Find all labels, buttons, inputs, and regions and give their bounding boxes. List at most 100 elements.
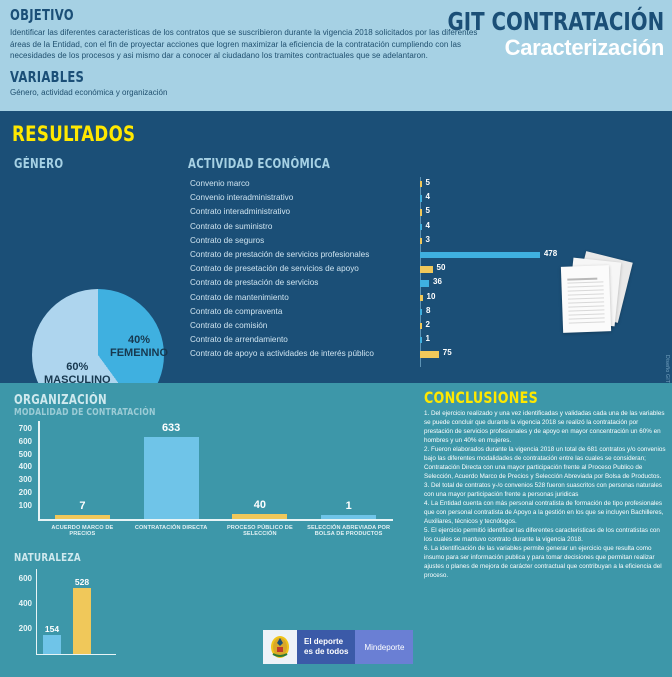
naturaleza-x-axis xyxy=(36,654,116,655)
actividad-bar-row: 4 xyxy=(420,220,596,234)
actividad-bar-row: 75 xyxy=(420,347,596,361)
actividad-bar-value: 1 xyxy=(426,334,430,343)
gov-slogan: El deportees de todos xyxy=(297,630,355,664)
organizacion-ytick: 300 xyxy=(10,475,32,484)
actividad-bar-row: 5 xyxy=(420,177,596,191)
organizacion-ytick: 200 xyxy=(10,488,32,497)
header-left-text: OBJETIVO Identificar las diferentes cara… xyxy=(10,6,480,97)
document-text-line xyxy=(568,289,604,291)
colombia-coat-of-arms-icon xyxy=(263,630,297,664)
actividad-category-label: Convenio marco xyxy=(190,177,420,191)
document-text-line xyxy=(568,285,604,287)
infographic-page: OBJETIVO Identificar las diferentes cara… xyxy=(0,0,672,677)
actividad-bar-value: 3 xyxy=(426,235,430,244)
actividad-bar-value: 10 xyxy=(427,292,436,301)
actividad-bar-value: 4 xyxy=(426,221,430,230)
actividad-bar xyxy=(420,266,433,272)
ministry-label: Mindeporte xyxy=(355,630,413,664)
brand-subtitle: Caracterización xyxy=(418,35,664,60)
organizacion-category-label: CONTRATACIÓN DIRECTA xyxy=(127,525,216,531)
actividad-bar xyxy=(420,295,423,301)
variables-title: VARIABLES xyxy=(10,68,414,86)
document-text-line xyxy=(569,313,605,315)
document-sheet xyxy=(561,265,611,333)
organizacion-bar xyxy=(232,514,287,519)
actividad-bar-row: 4 xyxy=(420,191,596,205)
organizacion-y-axis xyxy=(38,421,40,519)
organizacion-bar-chart: 1002003004005006007007ACUERDO MARCO DE P… xyxy=(10,421,410,531)
actividad-bar xyxy=(420,309,422,315)
organizacion-ytick: 600 xyxy=(10,437,32,446)
conclusion-item: 1. Del ejercicio realizado y una vez ide… xyxy=(424,409,666,445)
actividad-category-label: Contrato de mantenimiento xyxy=(190,291,420,305)
actividad-category-label: Contrato de apoyo a actividades de inter… xyxy=(190,347,420,361)
brand-block: GIT CONTRATACIÓN Caracterización xyxy=(418,8,664,60)
document-text-line xyxy=(568,297,604,299)
documents-illustration xyxy=(560,254,640,346)
organizacion-subtitle: MODALIDAD DE CONTRATACIÓN xyxy=(14,407,156,418)
resultados-title: RESULTADOS xyxy=(12,122,135,146)
brand-title: GIT CONTRATACIÓN xyxy=(447,8,664,35)
actividad-bar xyxy=(420,209,422,215)
conclusion-item: 5. El ejercicio permitió identificar las… xyxy=(424,526,666,544)
organizacion-category-label: PROCESO PÚBLICO DE SELECCIÓN xyxy=(216,525,305,537)
genero-title: GÉNERO xyxy=(14,157,63,172)
document-text-line xyxy=(568,309,604,311)
document-text-line xyxy=(568,293,604,295)
organizacion-bar xyxy=(55,515,110,519)
naturaleza-bar-value: 154 xyxy=(32,624,72,634)
conclusion-item: 6. La identificación de las variables pe… xyxy=(424,544,666,580)
naturaleza-bar-chart: 200 400 600 154 528 xyxy=(10,569,130,661)
naturaleza-bar xyxy=(43,635,61,654)
organizacion-ytick: 400 xyxy=(10,462,32,471)
actividad-category-label: Convenio interadministrativo xyxy=(190,191,420,205)
actividad-bar xyxy=(420,195,422,201)
organizacion-bar xyxy=(321,515,376,519)
footer-logo: El deportees de todos Mindeporte xyxy=(263,630,415,664)
actividad-category-label: Contrato de comisión xyxy=(190,319,420,333)
actividad-bar-value: 478 xyxy=(544,249,557,258)
actividad-bar xyxy=(420,323,422,329)
actividad-category-label: Contrato de arrendamiento xyxy=(190,333,420,347)
actividad-category-label: Contrato interadministrativo xyxy=(190,205,420,219)
organizacion-category-label: ACUERDO MARCO DE PRECIOS xyxy=(38,525,127,537)
document-text-line xyxy=(568,305,604,307)
naturaleza-ytick: 200 xyxy=(10,624,32,633)
organizacion-x-axis xyxy=(38,519,393,521)
conclusion-item: 3. Del total de contratos y-/o convenios… xyxy=(424,481,666,499)
document-text-line xyxy=(569,317,605,319)
objetivo-title: OBJETIVO xyxy=(10,6,414,24)
organizacion-category-label: SELECCIÓN ABREVIADA POR BOLSA DE PRODUCT… xyxy=(304,525,393,537)
actividad-bar xyxy=(420,181,422,187)
organizacion-ytick: 100 xyxy=(10,501,32,510)
organizacion-bar-value: 40 xyxy=(230,499,290,511)
actividad-bar-value: 75 xyxy=(443,348,452,357)
actividad-bar-value: 5 xyxy=(426,178,430,187)
actividad-category-list: Convenio marcoConvenio interadministrati… xyxy=(190,177,420,361)
organizacion-bar-value: 1 xyxy=(319,500,379,512)
actividad-bar-row: 5 xyxy=(420,205,596,219)
conclusiones-title: CONCLUSIONES xyxy=(424,388,538,407)
document-text-line xyxy=(567,281,603,283)
actividad-bar-value: 36 xyxy=(433,277,442,286)
naturaleza-y-axis xyxy=(36,569,37,654)
header-band: OBJETIVO Identificar las diferentes cara… xyxy=(0,0,672,111)
conclusiones-body: 1. Del ejercicio realizado y una vez ide… xyxy=(424,409,666,580)
actividad-category-label: Contrato de suministro xyxy=(190,220,420,234)
naturaleza-bar xyxy=(73,588,91,654)
organizacion-ytick: 500 xyxy=(10,450,32,459)
naturaleza-ytick: 400 xyxy=(10,599,32,608)
actividad-bar xyxy=(420,238,422,244)
document-text-line xyxy=(568,301,604,303)
naturaleza-bar-value: 528 xyxy=(62,577,102,587)
pie-label-femenino: 40%FEMENINO xyxy=(110,334,168,359)
organizacion-bar xyxy=(144,437,199,519)
actividad-bar xyxy=(420,252,540,258)
naturaleza-ytick: 600 xyxy=(10,574,32,583)
actividad-bar xyxy=(420,224,422,230)
actividad-bar-value: 50 xyxy=(437,263,446,272)
actividad-bar xyxy=(420,280,429,286)
organizacion-bar-value: 7 xyxy=(52,500,112,512)
objetivo-text: Identificar las diferentes caracteristic… xyxy=(10,27,480,62)
document-text-line xyxy=(567,278,597,281)
